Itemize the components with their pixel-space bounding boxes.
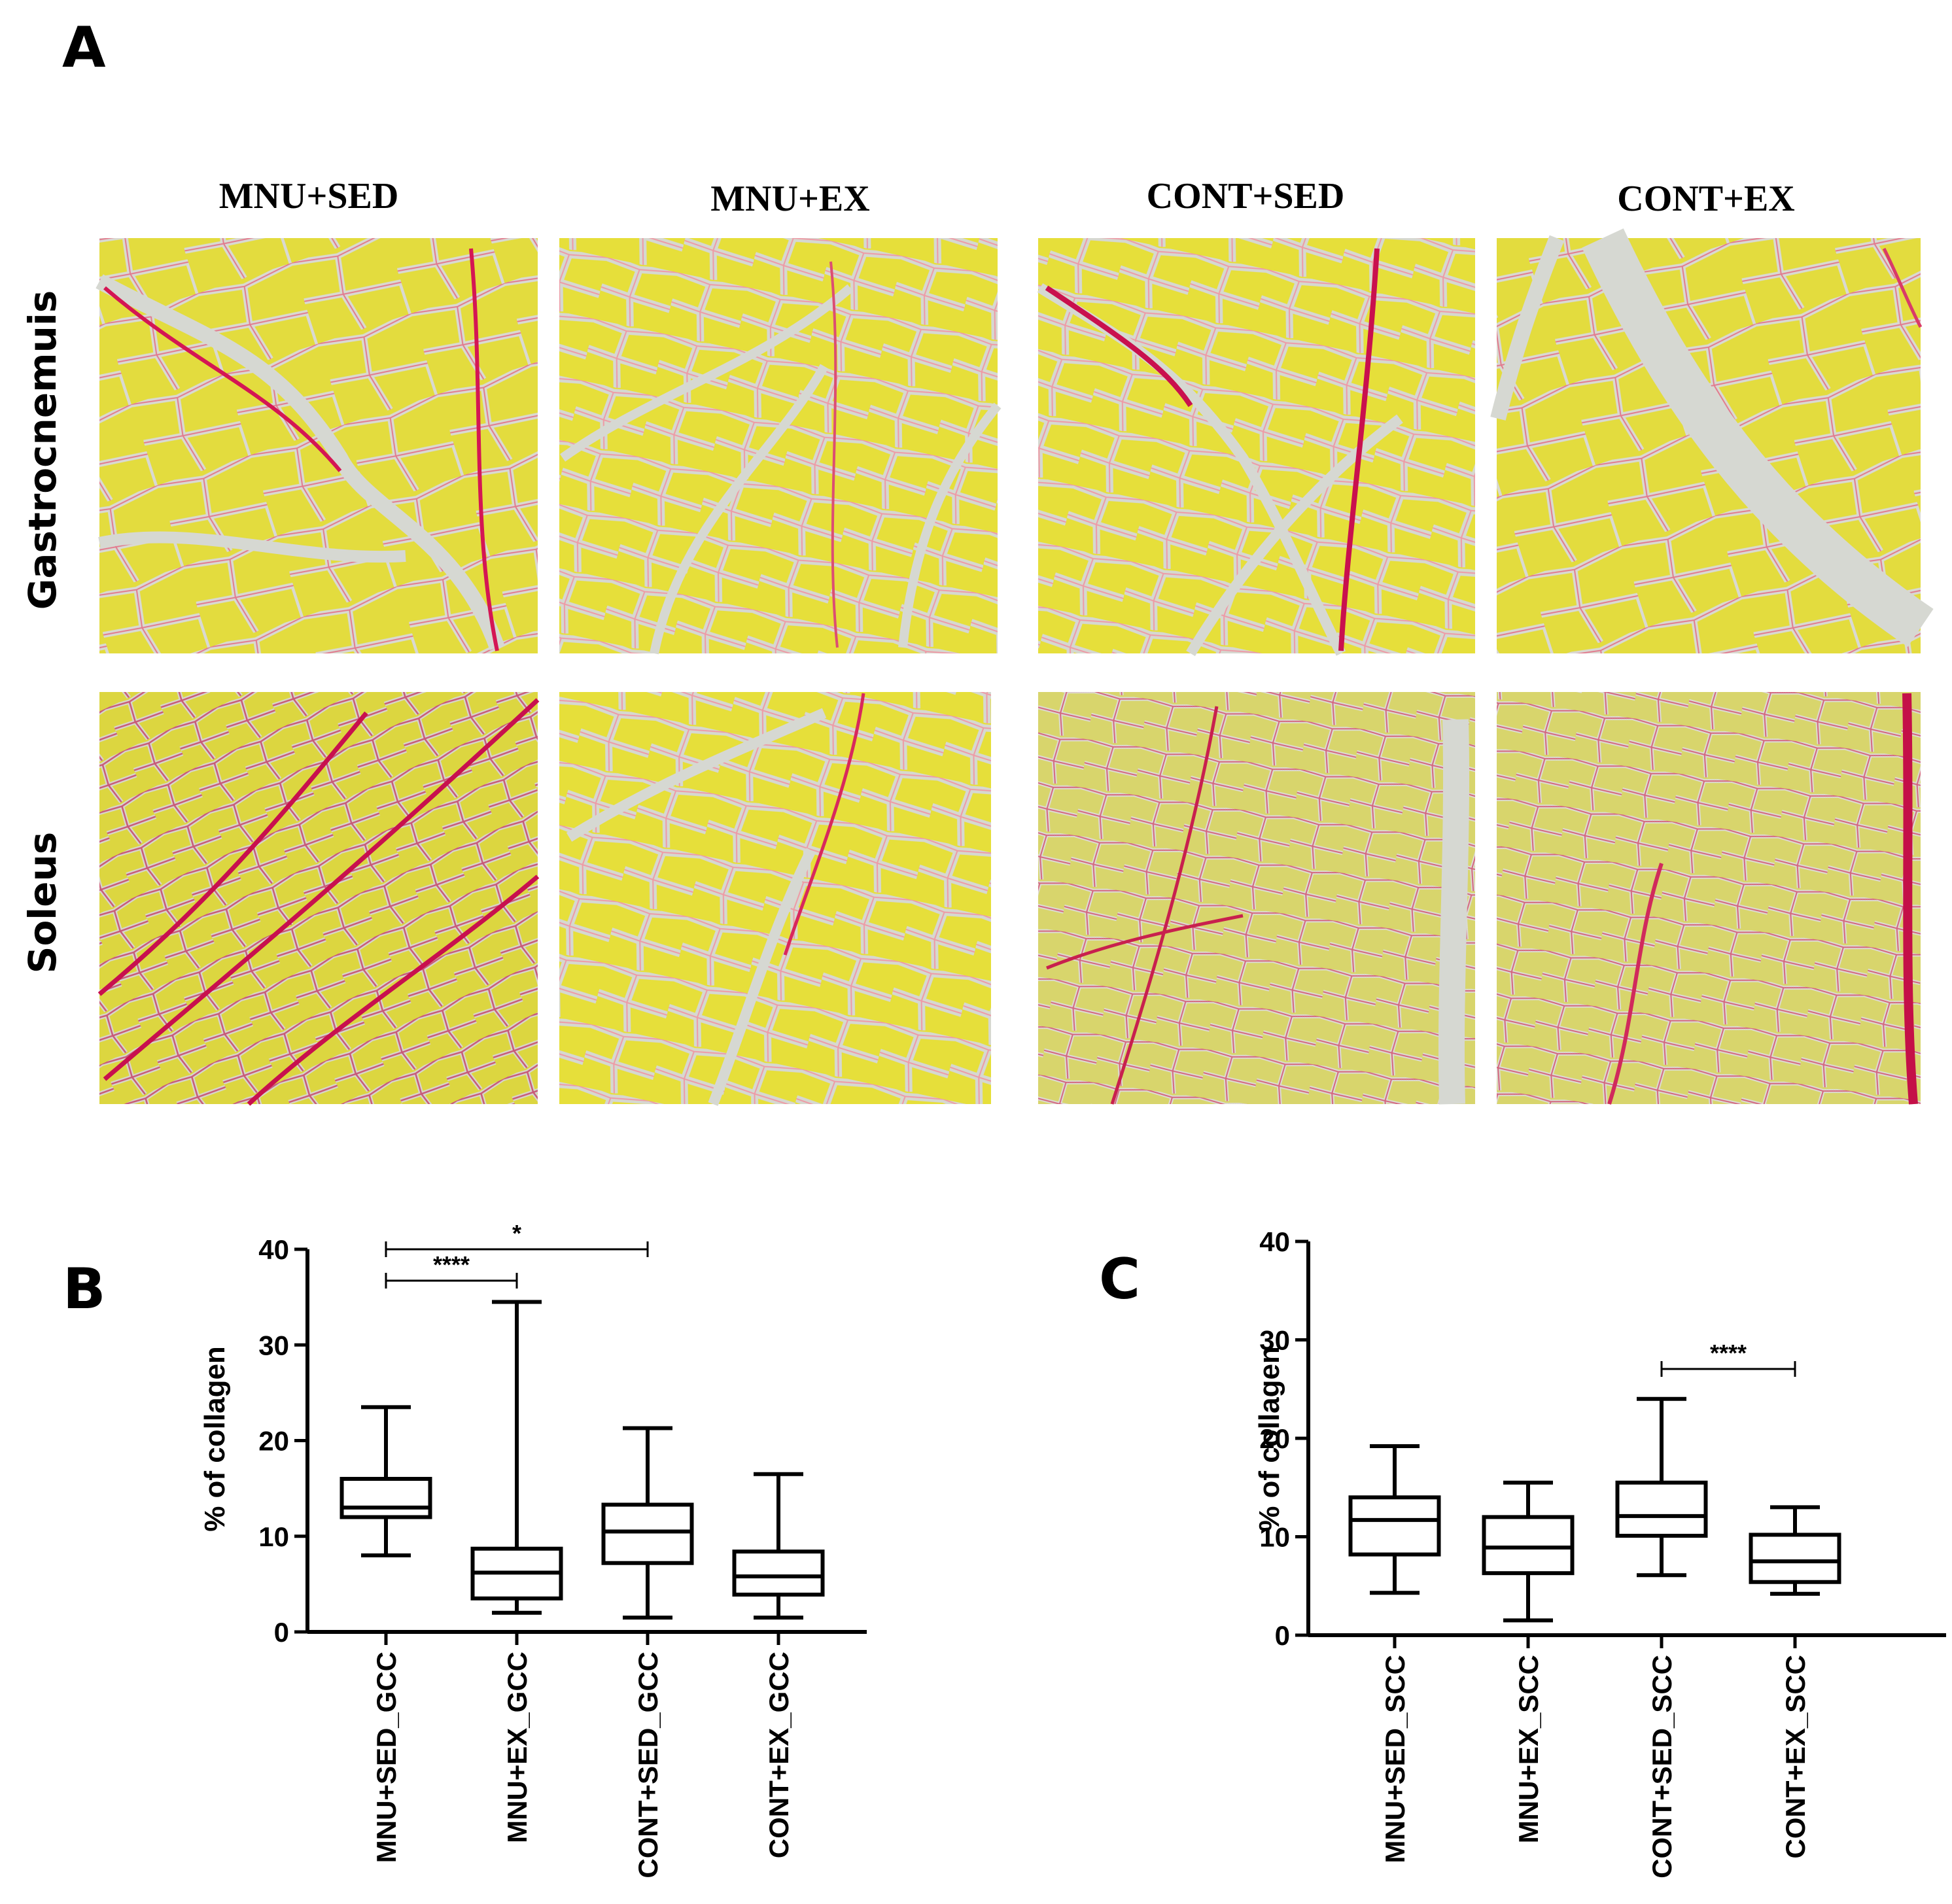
box-plot-3	[1615, 1396, 1708, 1578]
box-iqr	[1615, 1480, 1708, 1538]
y-tick-label: 20	[258, 1426, 289, 1457]
significance-label: ****	[1710, 1340, 1747, 1366]
x-tick-label: MNU+EX_SCC	[1513, 1655, 1544, 1843]
y-tick-label: 10	[258, 1521, 289, 1552]
box-plot-1	[1348, 1444, 1441, 1595]
micrograph-gastrocnemius-mnu-ex	[559, 238, 1002, 655]
significance-label: ****	[433, 1251, 470, 1278]
panel-letter-a: A	[62, 15, 106, 80]
micrograph-gastrocnemius-cont-sed	[1037, 238, 1475, 657]
significance-bracket-1: ****	[1660, 1340, 1796, 1377]
box-plot-2	[1482, 1480, 1575, 1623]
x-tick-label: CONT+EX_GCC	[763, 1652, 794, 1858]
chart-c: 0 10 20 30 40 % of collagen MNU+SED_SCC MNU+EX_…	[1253, 1226, 1946, 1878]
box-iqr	[732, 1549, 825, 1597]
significance-bracket-1: *	[385, 1220, 649, 1257]
chart-b: 0 10 20 30 40 % of collagen MNU+SED_GCC MNU+EX_…	[199, 1220, 867, 1878]
column-title-cont-sed: CONT+SED	[1147, 176, 1345, 216]
micrograph-soleus-cont-sed	[1038, 692, 1475, 1105]
y-axis-title: % of collagen	[199, 1346, 231, 1532]
column-title-mnu-ex: MNU+EX	[710, 179, 869, 219]
x-tick-label: MNU+SED_SCC	[1380, 1655, 1410, 1863]
panel-letter-c: C	[1099, 1247, 1140, 1312]
x-tick-label: CONT+EX_SCC	[1780, 1655, 1811, 1859]
micrograph-soleus-mnu-ex	[559, 692, 991, 1106]
micrograph-gastrocnemius-cont-ex	[1490, 228, 1934, 653]
y-tick-label: 40	[1259, 1226, 1290, 1257]
box-iqr	[1749, 1532, 1841, 1584]
significance-label: *	[512, 1220, 521, 1247]
y-tick-label: 30	[1259, 1325, 1290, 1356]
x-tick-label: CONT+SED_GCC	[633, 1652, 663, 1878]
panel-letter-b: B	[63, 1256, 106, 1322]
y-tick-label: 20	[1259, 1423, 1290, 1454]
box-plot-2	[470, 1300, 563, 1615]
y-tick-label: 10	[1259, 1522, 1290, 1553]
box-plot-1	[340, 1405, 432, 1557]
x-tick-label: CONT+SED_SCC	[1647, 1655, 1677, 1878]
micrograph-soleus-cont-ex	[1497, 692, 1921, 1105]
row-title-soleus: Soleus	[20, 832, 65, 974]
significance-bracket-2: ****	[385, 1251, 518, 1289]
box-plot-4	[1749, 1505, 1841, 1596]
micrograph-gastrocnemius-mnu-sed	[96, 238, 538, 653]
x-tick-label: MNU+SED_GCC	[371, 1652, 402, 1863]
box-plot-3	[601, 1426, 694, 1620]
box-iqr	[340, 1477, 432, 1519]
micrograph-soleus-mnu-sed	[97, 692, 540, 1106]
column-title-mnu-sed: MNU+SED	[219, 176, 399, 216]
y-tick-label: 30	[258, 1330, 289, 1360]
x-tick-label: MNU+EX_GCC	[502, 1652, 532, 1843]
row-title-gastrocnemius: Gastrocnemuis	[20, 290, 65, 610]
y-tick-label: 40	[258, 1234, 289, 1265]
box-iqr	[1482, 1515, 1575, 1576]
y-axis-title: % of collagen	[1253, 1346, 1285, 1532]
y-tick-label: 0	[1275, 1620, 1290, 1651]
column-title-cont-ex: CONT+EX	[1617, 179, 1795, 219]
box-iqr	[1348, 1495, 1441, 1557]
box-iqr	[601, 1502, 694, 1565]
y-tick-label: 0	[274, 1617, 289, 1648]
box-plot-4	[732, 1472, 825, 1620]
